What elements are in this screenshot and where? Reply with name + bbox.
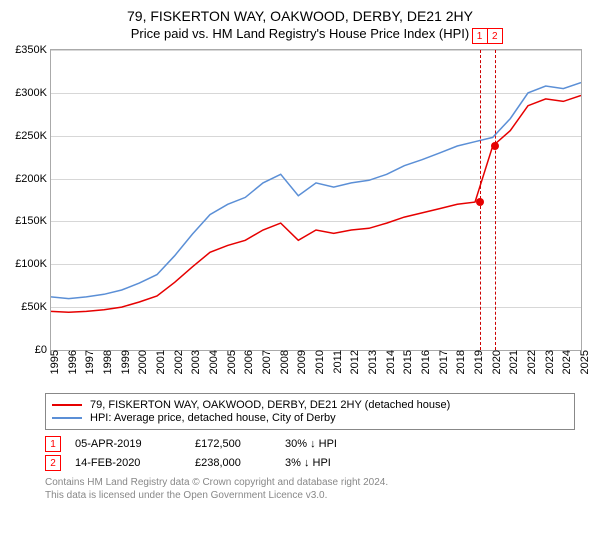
sale-date: 05-APR-2019 [75, 438, 195, 450]
x-tick-label: 2006 [241, 350, 255, 374]
x-tick-label: 2022 [524, 350, 538, 374]
chart-wrap: £0£50K£100K£150K£200K£250K£300K£350K1995… [10, 49, 590, 389]
title-subtitle: Price paid vs. HM Land Registry's House … [0, 26, 600, 41]
x-tick-label: 2018 [453, 350, 467, 374]
sale-marker-box: 2 [487, 28, 503, 44]
x-tick-label: 2023 [542, 350, 556, 374]
x-tick-label: 2005 [224, 350, 238, 374]
x-tick-label: 2009 [294, 350, 308, 374]
x-tick-label: 1998 [100, 350, 114, 374]
x-tick-label: 2015 [400, 350, 414, 374]
x-tick-label: 2024 [559, 350, 573, 374]
sale-date: 14-FEB-2020 [75, 457, 195, 469]
x-tick-label: 2014 [383, 350, 397, 374]
chart-svg [51, 50, 581, 350]
y-tick-label: £50K [21, 301, 51, 313]
legend-item: 79, FISKERTON WAY, OAKWOOD, DERBY, DE21 … [52, 399, 568, 411]
x-tick-label: 2010 [312, 350, 326, 374]
x-tick-label: 2016 [418, 350, 432, 374]
sale-row: 2 14-FEB-2020£238,0003% ↓ HPI [45, 455, 575, 471]
x-tick-label: 2007 [259, 350, 273, 374]
footer-attribution: Contains HM Land Registry data © Crown c… [45, 477, 575, 502]
sale-point [476, 198, 484, 206]
x-tick-label: 2008 [277, 350, 291, 374]
legend-swatch [52, 404, 82, 406]
sale-marker-box: 1 [472, 28, 488, 44]
x-tick-label: 2021 [506, 350, 520, 374]
x-tick-label: 2000 [135, 350, 149, 374]
x-tick-label: 2011 [330, 350, 344, 374]
title-address: 79, FISKERTON WAY, OAKWOOD, DERBY, DE21 … [0, 0, 600, 24]
sale-point [491, 142, 499, 150]
x-tick-label: 1996 [65, 350, 79, 374]
y-tick-label: £150K [15, 215, 51, 227]
legend-swatch [52, 417, 82, 419]
legend-label: HPI: Average price, detached house, City… [90, 412, 336, 424]
x-tick-label: 1999 [118, 350, 132, 374]
x-tick-label: 2017 [436, 350, 450, 374]
plot-area: £0£50K£100K£150K£200K£250K£300K£350K1995… [50, 49, 582, 351]
legend-box: 79, FISKERTON WAY, OAKWOOD, DERBY, DE21 … [45, 393, 575, 430]
x-tick-label: 1995 [47, 350, 61, 374]
footer-line1: Contains HM Land Registry data © Crown c… [45, 477, 575, 490]
sale-row: 1 05-APR-2019£172,50030% ↓ HPI [45, 436, 575, 452]
x-tick-label: 2001 [153, 350, 167, 374]
sale-price: £238,000 [195, 457, 285, 469]
x-tick-label: 2002 [171, 350, 185, 374]
footer-line2: This data is licensed under the Open Gov… [45, 490, 575, 503]
x-tick-label: 2012 [347, 350, 361, 374]
sale-number-box: 2 [45, 455, 61, 471]
y-tick-label: £350K [15, 44, 51, 56]
series-hpi [51, 83, 581, 299]
sale-hpi-note: 30% ↓ HPI [285, 438, 575, 450]
x-tick-label: 2003 [188, 350, 202, 374]
legend-label: 79, FISKERTON WAY, OAKWOOD, DERBY, DE21 … [90, 399, 450, 411]
chart-container: 79, FISKERTON WAY, OAKWOOD, DERBY, DE21 … [0, 0, 600, 560]
x-tick-label: 2004 [206, 350, 220, 374]
y-tick-label: £100K [15, 258, 51, 270]
sale-hpi-note: 3% ↓ HPI [285, 457, 575, 469]
legend-item: HPI: Average price, detached house, City… [52, 412, 568, 424]
x-tick-label: 2019 [471, 350, 485, 374]
y-tick-label: £250K [15, 130, 51, 142]
sale-number-box: 1 [45, 436, 61, 452]
x-tick-label: 2020 [489, 350, 503, 374]
sale-marker-line [495, 50, 496, 350]
x-tick-label: 2013 [365, 350, 379, 374]
sales-table: 1 05-APR-2019£172,50030% ↓ HPI 2 14-FEB-202… [45, 436, 575, 471]
y-tick-label: £300K [15, 87, 51, 99]
y-tick-label: £200K [15, 173, 51, 185]
x-tick-label: 2025 [577, 350, 591, 374]
sale-price: £172,500 [195, 438, 285, 450]
x-tick-label: 1997 [82, 350, 96, 374]
